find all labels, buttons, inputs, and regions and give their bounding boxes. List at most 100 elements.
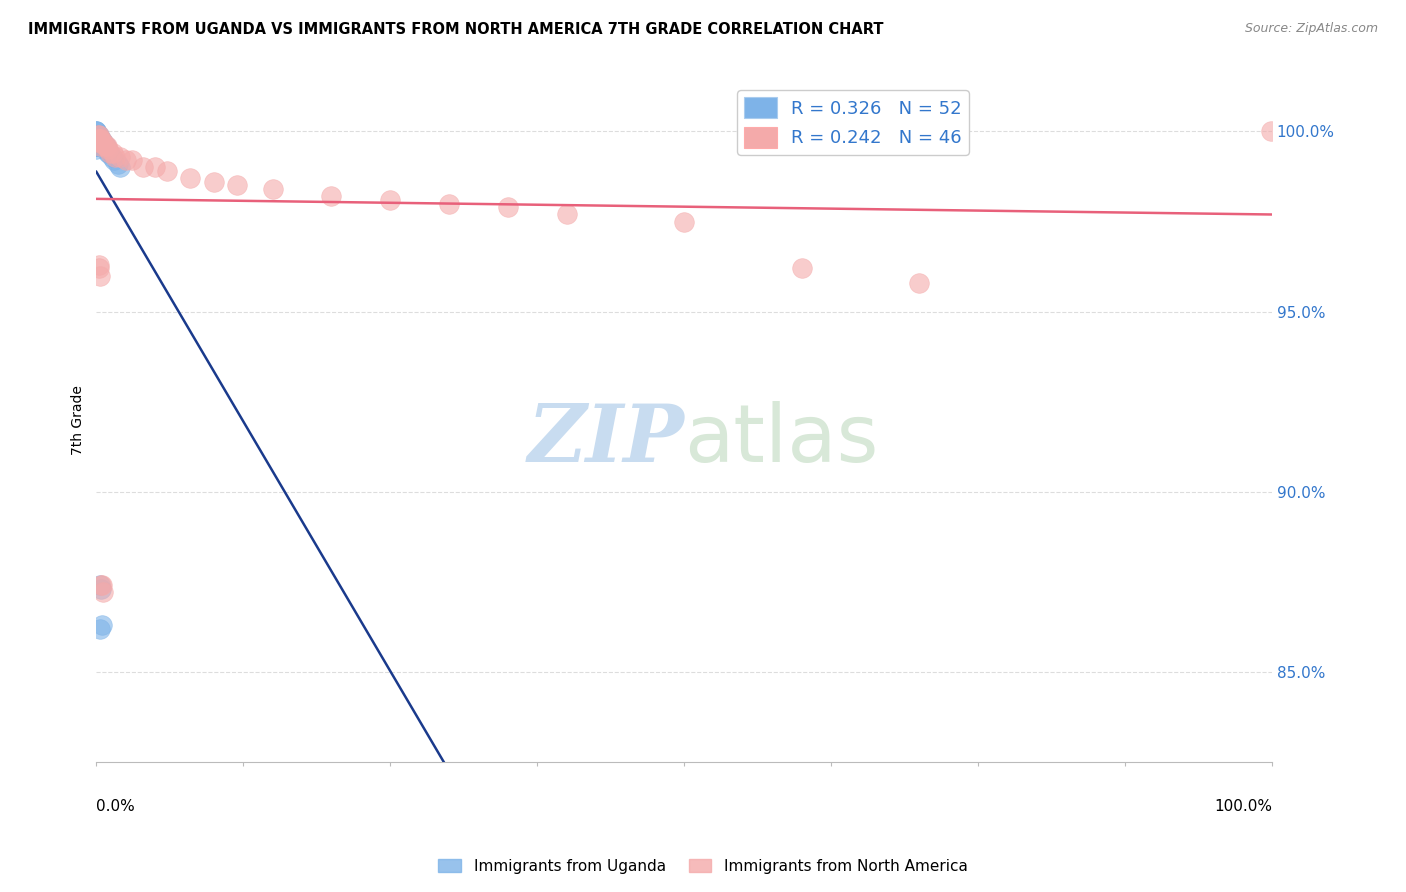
Point — [87, 139, 110, 153]
Point — [86, 128, 108, 142]
Point — [94, 139, 117, 153]
Point — [98, 146, 121, 161]
Point — [86, 139, 108, 153]
Point — [89, 131, 111, 145]
Point — [114, 153, 136, 168]
Text: 100.0%: 100.0% — [1213, 799, 1272, 814]
Point — [86, 131, 108, 145]
Point — [86, 124, 108, 138]
Point — [86, 128, 108, 142]
Point — [93, 585, 115, 599]
Point — [143, 161, 166, 175]
Text: Source: ZipAtlas.com: Source: ZipAtlas.com — [1244, 22, 1378, 36]
Point — [87, 135, 110, 149]
Text: IMMIGRANTS FROM UGANDA VS IMMIGRANTS FROM NORTH AMERICA 7TH GRADE CORRELATION CH: IMMIGRANTS FROM UGANDA VS IMMIGRANTS FRO… — [28, 22, 883, 37]
Point — [87, 131, 110, 145]
Point — [89, 578, 111, 592]
Point — [380, 193, 402, 207]
Point — [97, 143, 120, 157]
Text: atlas: atlas — [685, 401, 879, 479]
Point — [86, 143, 108, 157]
Point — [87, 261, 110, 276]
Point — [555, 207, 578, 221]
Point — [87, 128, 110, 142]
Text: 0.0%: 0.0% — [97, 799, 135, 814]
Text: ZIP: ZIP — [527, 401, 685, 479]
Point — [91, 578, 114, 592]
Point — [89, 139, 111, 153]
Y-axis label: 7th Grade: 7th Grade — [72, 384, 86, 455]
Point — [86, 139, 108, 153]
Point — [86, 135, 108, 149]
Point — [86, 128, 108, 142]
Point — [202, 175, 225, 189]
Point — [93, 139, 115, 153]
Point — [86, 131, 108, 145]
Point — [104, 150, 127, 164]
Point — [97, 146, 120, 161]
Point — [86, 135, 108, 149]
Point — [86, 135, 108, 149]
Point — [100, 150, 122, 164]
Legend: R = 0.326   N = 52, R = 0.242   N = 46: R = 0.326 N = 52, R = 0.242 N = 46 — [737, 90, 969, 155]
Point — [86, 135, 108, 149]
Point — [90, 582, 112, 596]
Point — [96, 143, 118, 157]
Point — [90, 578, 112, 592]
Point — [132, 161, 155, 175]
Point — [89, 135, 111, 149]
Point — [100, 146, 122, 161]
Point — [93, 135, 115, 149]
Point — [86, 128, 108, 142]
Point — [86, 135, 108, 149]
Point — [321, 189, 343, 203]
Point — [179, 171, 201, 186]
Point — [89, 268, 111, 283]
Point — [90, 135, 112, 149]
Point — [86, 124, 108, 138]
Point — [93, 139, 115, 153]
Point — [89, 622, 111, 636]
Point — [91, 135, 114, 149]
Point — [262, 182, 284, 196]
Point — [107, 157, 129, 171]
Point — [86, 131, 108, 145]
Point — [93, 135, 115, 149]
Point — [96, 139, 118, 153]
Point — [90, 131, 112, 145]
Legend: Immigrants from Uganda, Immigrants from North America: Immigrants from Uganda, Immigrants from … — [432, 853, 974, 880]
Point — [91, 135, 114, 149]
Point — [86, 128, 108, 142]
Point — [86, 135, 108, 149]
Point — [101, 146, 124, 161]
Point — [87, 258, 110, 272]
Point — [496, 200, 519, 214]
Point — [89, 135, 111, 149]
Point — [91, 618, 114, 632]
Point — [86, 131, 108, 145]
Point — [790, 261, 813, 276]
Point — [108, 150, 131, 164]
Point — [86, 135, 108, 149]
Point — [86, 128, 108, 142]
Point — [90, 131, 112, 145]
Point — [108, 161, 131, 175]
Point — [86, 131, 108, 145]
Point — [86, 131, 108, 145]
Point — [86, 139, 108, 153]
Point — [86, 131, 108, 145]
Point — [908, 276, 931, 290]
Point — [86, 128, 108, 142]
Point — [673, 214, 696, 228]
Point — [91, 139, 114, 153]
Point — [87, 131, 110, 145]
Point — [90, 135, 112, 149]
Point — [89, 139, 111, 153]
Point — [86, 139, 108, 153]
Point — [86, 128, 108, 142]
Point — [89, 131, 111, 145]
Point — [86, 124, 108, 138]
Point — [87, 128, 110, 142]
Point — [86, 131, 108, 145]
Point — [1260, 124, 1282, 138]
